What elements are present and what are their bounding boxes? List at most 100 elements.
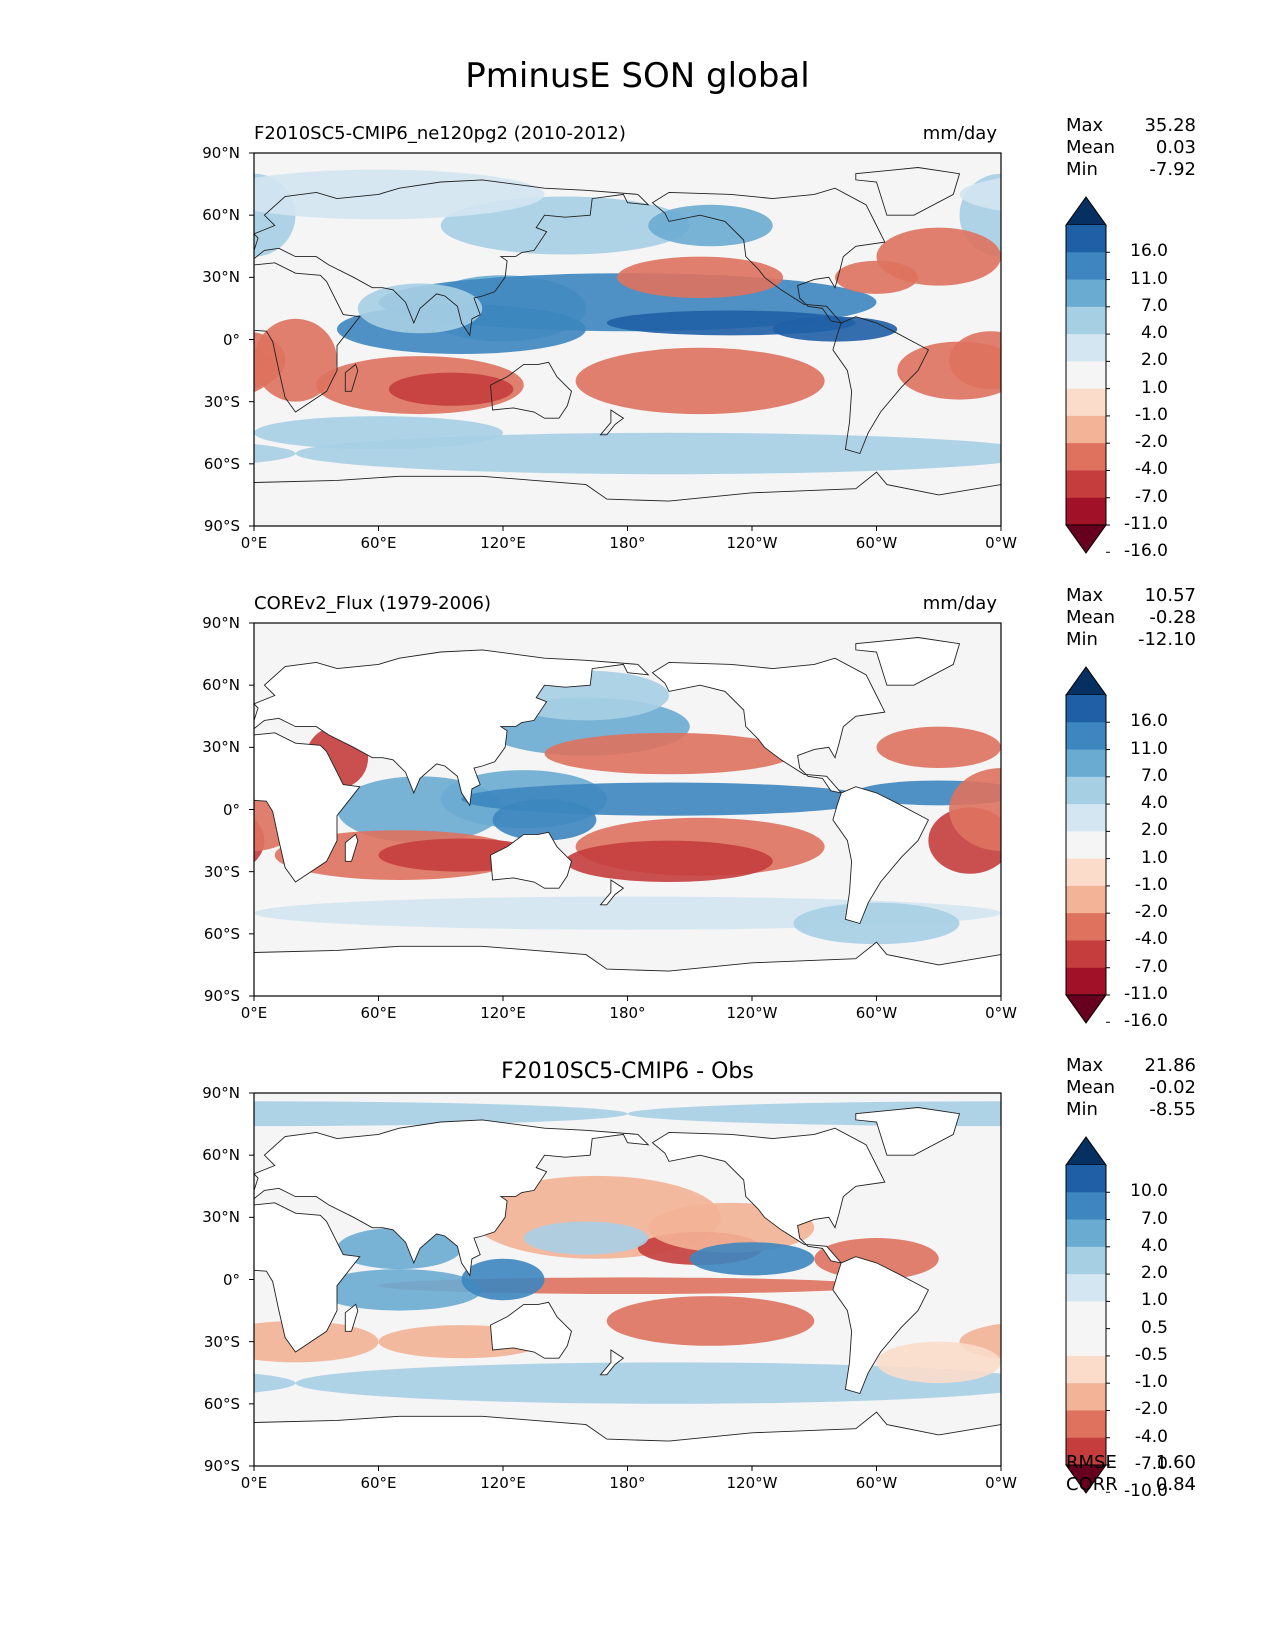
colorbar-segment xyxy=(1066,306,1106,335)
coastline-africa xyxy=(254,1202,361,1353)
stat-label: Mean xyxy=(1066,137,1116,158)
colorbar-tick-label: 4.0 xyxy=(1140,793,1168,814)
field-anomaly xyxy=(254,169,545,220)
colorbar-tick-label: 4.0 xyxy=(1140,323,1168,344)
stat-value: 21.86 xyxy=(1144,1055,1196,1076)
field-anomaly xyxy=(254,318,337,402)
colorbar-segment xyxy=(1066,225,1106,253)
colorbar-tick-label: -1.0 xyxy=(1134,1372,1168,1393)
colorbar-tick-label: 16.0 xyxy=(1130,711,1168,732)
colorbar-extend-min xyxy=(1065,994,1107,1024)
colorbar-tick-label: -16.0 xyxy=(1124,541,1168,562)
field-anomaly xyxy=(67,1238,192,1279)
lon-tick-label: 120°E xyxy=(480,1004,526,1022)
colorbar-extend-max xyxy=(1065,1136,1107,1166)
colorbar-tick-label: 1.0 xyxy=(1140,377,1168,398)
field-anomaly xyxy=(575,347,825,415)
field-anomaly xyxy=(254,1101,628,1127)
colorbar-segment xyxy=(1066,334,1106,362)
map-field xyxy=(0,153,1275,526)
field-anomaly xyxy=(835,260,918,294)
coastline-africa xyxy=(254,262,361,413)
coastline-namerica xyxy=(651,187,886,324)
colorbar-segment xyxy=(1066,1301,1106,1330)
stat-value: -8.55 xyxy=(1149,1099,1196,1120)
panel-units: mm/day xyxy=(922,123,997,144)
lon-tick-label: 60°W xyxy=(855,1004,898,1022)
coastline-nz xyxy=(599,409,625,436)
panel-obs: COREv2_Flux (1979-2006) mm/day Max 10.57 … xyxy=(0,585,1275,1055)
colorbar-tick-label: 2.0 xyxy=(1140,350,1168,371)
field-anomaly xyxy=(0,1232,15,1265)
colorbar-tick-label: 11.0 xyxy=(1130,268,1168,289)
field-anomaly xyxy=(254,416,503,450)
field-anomaly xyxy=(876,1341,1001,1384)
lat-tick-label: 60°N xyxy=(202,206,240,225)
colorbar-tick-label: -2.0 xyxy=(1134,902,1168,923)
stat-max: Max 35.28 xyxy=(1066,115,1196,137)
colorbar-segment xyxy=(1066,443,1106,471)
lon-tick-label: 0°E xyxy=(240,534,268,552)
field-anomaly xyxy=(772,316,898,342)
field-anomaly xyxy=(617,256,784,299)
lon-tick-label: 180° xyxy=(609,1004,646,1022)
stat-label: Mean xyxy=(1066,607,1116,628)
colorbar-extend-min xyxy=(1065,524,1107,554)
field-anomaly xyxy=(0,205,26,246)
colorbar-segment xyxy=(1066,749,1106,778)
colorbar-tick-label: 1.0 xyxy=(1140,1290,1168,1311)
stat-label: Max xyxy=(1066,585,1104,606)
coastline-samerica xyxy=(832,1256,929,1395)
map-field xyxy=(0,1093,1275,1466)
stat-label: CORR xyxy=(1066,1474,1118,1495)
field-anomaly xyxy=(793,902,960,945)
colorbar-segment xyxy=(1066,470,1106,499)
field-anomaly xyxy=(0,1203,67,1253)
field-anomaly xyxy=(88,261,171,294)
field-anomaly xyxy=(959,178,1001,211)
stat-min: Min -7.92 xyxy=(1066,159,1196,181)
field-anomaly xyxy=(0,1242,67,1275)
colorbar-tick-label: -11.0 xyxy=(1124,514,1168,534)
field-anomaly xyxy=(523,1221,649,1255)
stat-value: -0.28 xyxy=(1149,607,1196,628)
field-anomaly xyxy=(492,799,597,841)
lat-tick-label: 0° xyxy=(222,1270,240,1289)
stats-box: Max 10.57 Mean -0.28 Min -12.10 xyxy=(1066,585,1196,651)
lat-tick-label: 30°N xyxy=(202,738,240,757)
colorbar-segment xyxy=(1066,415,1106,444)
field-anomaly xyxy=(254,1373,296,1393)
field-anomaly xyxy=(0,1277,130,1294)
coastline-madagascar xyxy=(344,833,359,862)
colorbar-tick-label: -4.0 xyxy=(1134,459,1168,480)
lat-tick-label: 60°S xyxy=(203,454,240,473)
stat-min: Min -8.55 xyxy=(1066,1099,1196,1121)
colorbar-tick-label: -10.0 xyxy=(1124,1481,1168,1502)
lat-tick-label: 30°S xyxy=(203,392,240,411)
coastline-africa xyxy=(254,732,361,883)
field-anomaly xyxy=(316,1269,483,1311)
field-anomaly xyxy=(1240,799,1275,840)
field-anomaly xyxy=(0,841,26,882)
lat-tick-label: 60°S xyxy=(203,924,240,943)
colorbar-tick-label: -4.0 xyxy=(1134,1426,1168,1447)
lon-tick-label: 60°E xyxy=(360,534,397,552)
colorbar-tick-label: -0.5 xyxy=(1134,1344,1168,1365)
field-anomaly xyxy=(1209,783,1275,816)
stat-rmse: RMSE 1.60 xyxy=(1066,1452,1196,1474)
field-anomaly xyxy=(0,273,130,331)
field-anomaly xyxy=(1219,1176,1275,1259)
lon-tick-label: 0°E xyxy=(240,1004,268,1022)
panel-title: F2010SC5-CMIP6 - Obs xyxy=(501,1059,754,1084)
colorbar-tick-label: -7.0 xyxy=(1134,486,1168,507)
colorbar-tick-label: -16.0 xyxy=(1124,1011,1168,1032)
field-anomaly xyxy=(0,783,130,816)
stat-label: Max xyxy=(1066,115,1104,136)
colorbar-tick-label: 0.5 xyxy=(1140,1317,1168,1338)
colorbar-segment xyxy=(1066,497,1106,526)
lon-tick-label: 180° xyxy=(609,534,646,552)
colorbar-segment xyxy=(1066,1274,1106,1302)
colorbar-segment xyxy=(1066,1410,1106,1439)
field-anomaly xyxy=(1167,275,1275,341)
lat-tick-label: 90°N xyxy=(202,1084,240,1102)
